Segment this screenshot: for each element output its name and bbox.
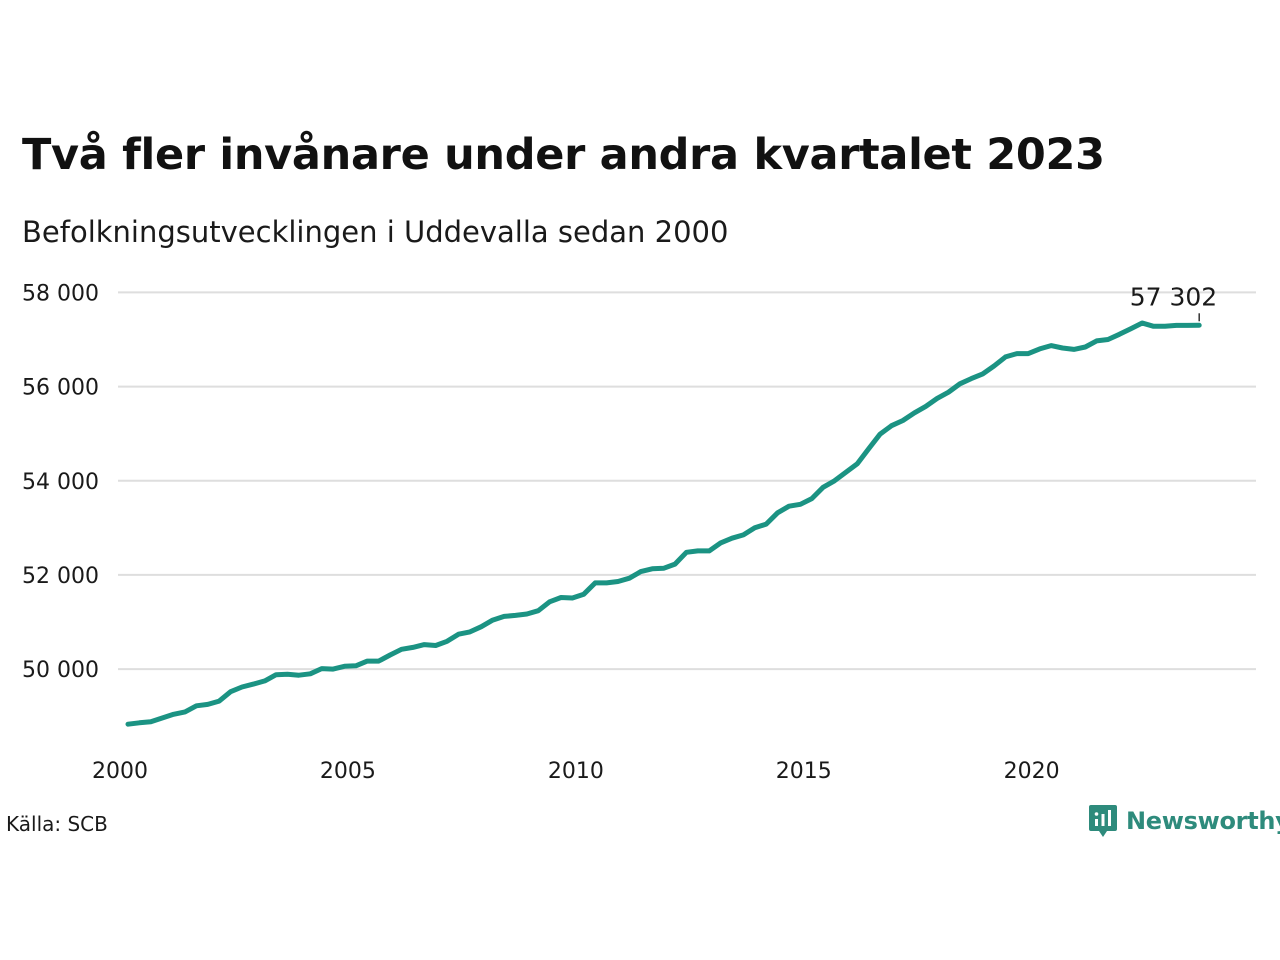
y-tick-label: 54 000 [22,470,99,495]
chart-bubble-icon [1089,805,1117,837]
x-tick-label: 2020 [1004,759,1060,784]
x-tick-label: 2005 [320,759,376,784]
source-note: Källa: SCB [6,812,108,836]
x-tick-label: 2015 [776,759,832,784]
y-tick-label: 52 000 [22,564,99,589]
x-tick-label: 2000 [92,759,148,784]
line-chart: 50 000 52 000 54 000 56 000 58 000 2000 2005 2… [22,281,1256,784]
y-tick-label: 58 000 [22,281,99,306]
brand-logo: Newsworthy [1088,803,1280,839]
x-tick-label: 2010 [548,759,604,784]
chart-subtitle: Befolkningsutvecklingen i Uddevalla seda… [22,215,729,249]
series-line [125,320,1202,727]
end-value-label: 57 302 [1130,282,1217,311]
y-tick-label: 50 000 [22,658,99,683]
brand-name: Newsworthy [1126,807,1280,835]
y-tick-label: 56 000 [22,376,99,401]
chart-title: Två fler invånare under andra kvartalet … [22,130,1105,180]
